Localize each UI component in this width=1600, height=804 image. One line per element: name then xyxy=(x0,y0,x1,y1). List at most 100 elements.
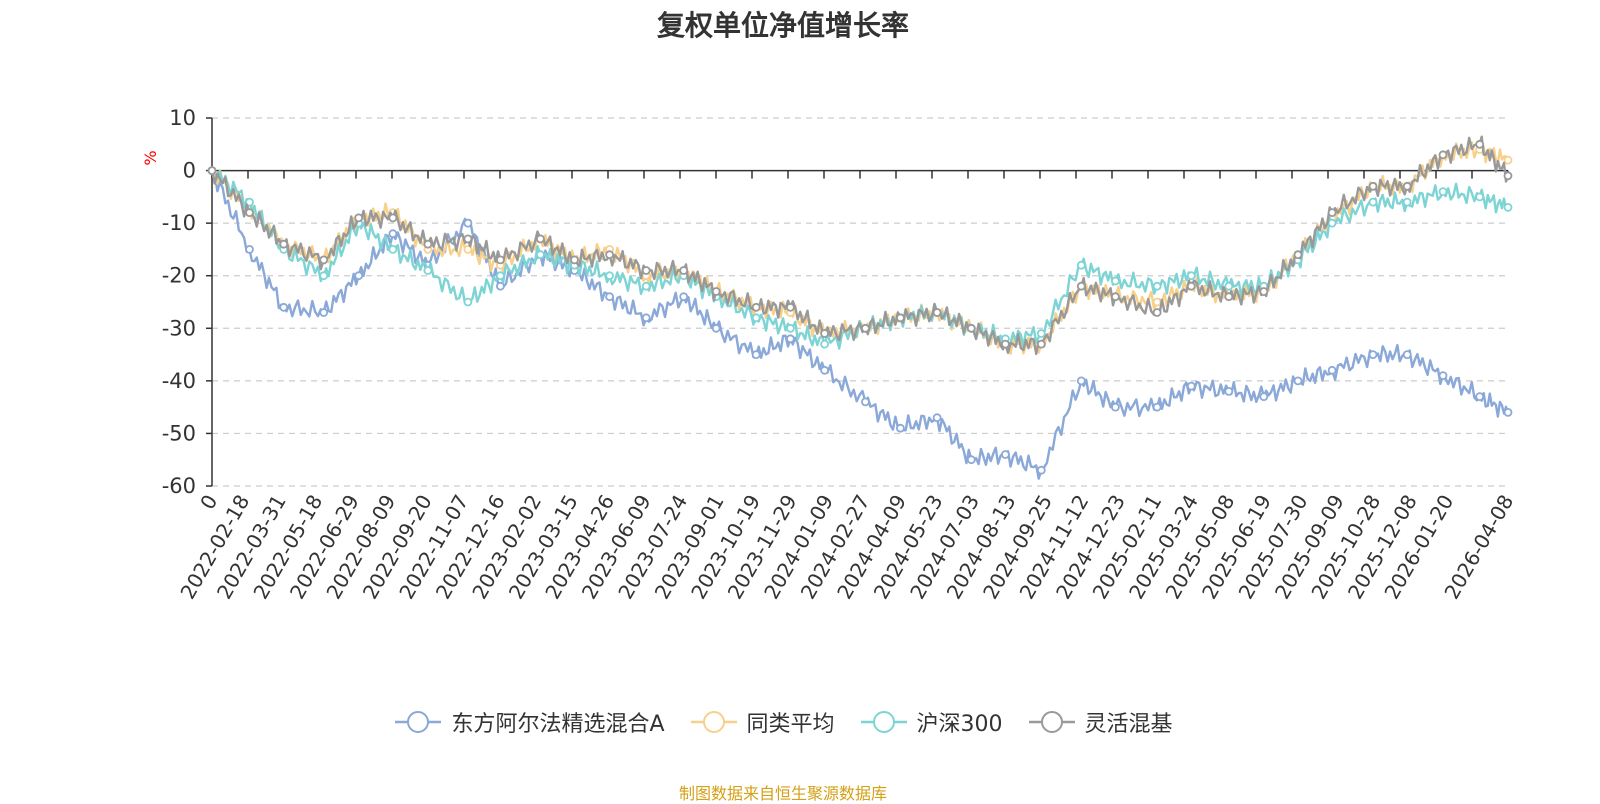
data-point xyxy=(786,302,795,312)
data-point xyxy=(1438,187,1448,197)
data-point xyxy=(1111,292,1120,302)
data-point xyxy=(1402,350,1412,360)
data-point xyxy=(1224,292,1234,302)
data-point xyxy=(1076,281,1086,291)
data-point xyxy=(1402,197,1412,207)
data-point xyxy=(1076,376,1086,386)
data-point xyxy=(641,313,651,323)
data-point xyxy=(1224,386,1234,396)
series-line xyxy=(210,170,1509,350)
data-point xyxy=(1327,208,1337,218)
data-point xyxy=(1111,276,1120,286)
data-point xyxy=(495,271,505,281)
data-point xyxy=(1503,171,1513,181)
data-point xyxy=(1186,271,1196,281)
data-point xyxy=(861,397,870,407)
data-source-footnote: 制图数据来自恒生聚源数据库 xyxy=(678,784,887,803)
data-point xyxy=(319,308,329,317)
data-point xyxy=(679,266,689,275)
data-point xyxy=(1402,181,1412,191)
data-point xyxy=(641,266,651,275)
legend-label: 东方阿尔法精选混合A xyxy=(451,712,665,737)
data-point xyxy=(1368,181,1378,191)
y-axis-unit-label: % xyxy=(141,150,160,165)
data-point xyxy=(786,323,795,333)
data-point xyxy=(711,287,721,296)
data-point xyxy=(1368,350,1378,360)
data-point xyxy=(1475,392,1485,402)
data-point xyxy=(1152,308,1162,317)
data-point xyxy=(463,244,473,254)
data-point xyxy=(1475,192,1485,202)
data-point xyxy=(932,413,942,423)
data-point xyxy=(423,239,433,249)
data-point xyxy=(245,208,254,218)
data-point xyxy=(423,266,433,275)
data-point xyxy=(1036,339,1046,349)
data-point xyxy=(570,255,579,265)
y-tick-label: -30 xyxy=(162,316,196,340)
data-point xyxy=(966,323,976,333)
chart-plot: 100-10-20-30-40-50-6002022-02-182022-03-… xyxy=(141,106,1519,603)
data-point xyxy=(605,271,614,281)
data-point xyxy=(1438,150,1448,160)
data-point xyxy=(751,350,761,360)
data-point xyxy=(207,166,217,176)
data-point xyxy=(605,292,614,302)
data-point xyxy=(1036,465,1046,475)
data-point xyxy=(463,234,473,244)
data-point xyxy=(354,213,364,223)
legend-item[interactable]: 灵活混基 xyxy=(1027,706,1173,738)
data-point xyxy=(1076,260,1086,270)
data-point xyxy=(245,244,254,254)
data-point xyxy=(1186,381,1196,391)
data-point xyxy=(1327,365,1337,375)
data-point xyxy=(1152,281,1162,291)
data-point xyxy=(1438,371,1448,381)
data-point xyxy=(319,271,329,281)
data-point xyxy=(1293,376,1303,386)
legend-label: 灵活混基 xyxy=(1084,712,1173,737)
data-point xyxy=(1259,392,1269,402)
data-point xyxy=(820,365,829,375)
data-point xyxy=(820,329,829,338)
x-tick-label: 0 xyxy=(195,491,222,514)
legend-item[interactable]: 东方阿尔法精选混合A xyxy=(393,706,665,738)
data-point xyxy=(711,323,721,333)
legend-label: 沪深300 xyxy=(916,712,1003,737)
y-tick-label: 10 xyxy=(169,106,196,130)
data-point xyxy=(536,234,545,244)
series-lines xyxy=(207,135,1513,480)
data-point xyxy=(1001,450,1010,459)
data-point xyxy=(279,302,289,312)
legend-item[interactable]: 同类平均 xyxy=(689,706,835,738)
data-point xyxy=(1475,139,1485,149)
data-point xyxy=(1186,281,1196,291)
data-point xyxy=(354,271,364,281)
y-tick-label: -40 xyxy=(162,369,196,393)
data-point xyxy=(1259,287,1269,296)
data-point xyxy=(786,334,795,344)
data-point xyxy=(1111,402,1120,412)
y-tick-label: -50 xyxy=(162,421,196,445)
data-point xyxy=(388,244,398,254)
y-tick-label: -60 xyxy=(162,474,196,498)
data-point xyxy=(966,455,976,465)
legend-item[interactable]: 沪深300 xyxy=(859,706,1003,738)
legend-swatch xyxy=(690,711,737,733)
data-point xyxy=(1224,281,1234,291)
data-point xyxy=(319,255,329,265)
data-point xyxy=(1503,202,1513,212)
data-point xyxy=(1503,407,1513,417)
axes: 100-10-20-30-40-50-6002022-02-182022-03-… xyxy=(162,106,1519,603)
data-point xyxy=(679,292,689,302)
data-point xyxy=(896,313,905,323)
data-point xyxy=(1293,250,1303,260)
data-point xyxy=(1152,297,1162,307)
data-point xyxy=(388,229,398,239)
y-tick-label: 0 xyxy=(183,159,196,183)
data-point xyxy=(536,250,545,260)
data-point xyxy=(1327,218,1337,228)
data-point xyxy=(1036,329,1046,338)
chart-title: 复权单位净值增长率 xyxy=(656,9,909,42)
